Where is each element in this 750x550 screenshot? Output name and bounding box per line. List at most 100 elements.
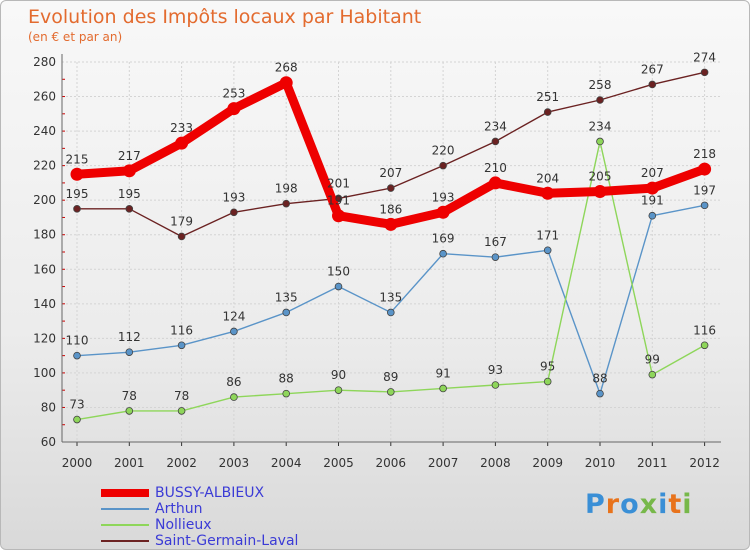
data-point-arthun: [491, 253, 500, 261]
data-label-saint-germain-laval: 198: [275, 182, 298, 196]
x-tick-label: 2006: [376, 456, 407, 470]
data-label-arthun: 171: [536, 228, 559, 242]
data-point-arthun: [282, 308, 291, 317]
data-point-arthun: [596, 389, 604, 398]
y-tick-label: 160: [33, 262, 56, 276]
x-tick-label: 2009: [532, 456, 563, 470]
chart-title: Evolution des Impôts locaux par Habitant: [28, 6, 422, 28]
data-label-saint-germain-laval: 258: [589, 78, 612, 92]
logo-letter: r: [605, 489, 621, 520]
data-point-arthun: [543, 246, 552, 255]
data-label-arthun: 116: [170, 323, 193, 337]
data-point-bussy-albieux: [698, 162, 712, 176]
data-label-bussy-albieux: 186: [379, 202, 402, 216]
data-point-saint-germain-laval: [73, 205, 81, 213]
data-point-saint-germain-laval: [125, 205, 134, 213]
legend-label: Arthun: [155, 501, 203, 517]
legend-label: BUSSY-ALBIEUX: [155, 485, 265, 501]
data-label-nollieux: 78: [174, 389, 189, 403]
logo-letter: t: [668, 489, 683, 520]
x-tick-label: 2007: [428, 456, 459, 470]
logo-letter: o: [620, 489, 640, 520]
data-point-arthun: [334, 282, 343, 291]
data-point-saint-germain-laval: [386, 184, 395, 192]
data-label-bussy-albieux: 210: [484, 161, 507, 175]
data-label-nollieux: 99: [645, 353, 660, 367]
x-tick-label: 2011: [637, 456, 668, 470]
data-labels: 195 195 179 193 198 201 207 220 234 251 258 267 274 1…: [66, 50, 717, 411]
x-tick-label: 2005: [323, 456, 354, 470]
data-label-saint-germain-laval: 179: [170, 214, 193, 228]
legend-label: Saint-Germain-Laval: [155, 533, 299, 549]
data-label-bussy-albieux: 207: [641, 166, 664, 180]
series-layer: [70, 68, 712, 424]
data-point-saint-germain-laval: [282, 199, 291, 208]
data-point-arthun: [700, 201, 709, 210]
data-point-nollieux: [73, 415, 81, 424]
data-label-bussy-albieux: 215: [66, 152, 89, 166]
data-label-saint-germain-laval: 251: [536, 90, 559, 104]
data-point-bussy-albieux: [384, 217, 398, 231]
data-label-arthun: 135: [275, 290, 298, 304]
data-label-arthun: 197: [693, 183, 716, 197]
data-label-arthun: 88: [592, 372, 607, 386]
y-tick-label: 180: [33, 228, 56, 242]
data-label-nollieux: 88: [279, 372, 294, 386]
logo-letter: x: [639, 489, 659, 520]
data-point-nollieux: [648, 370, 657, 379]
data-point-saint-germain-laval: [543, 108, 552, 116]
data-label-nollieux: 116: [693, 323, 716, 337]
data-label-nollieux: 73: [69, 398, 84, 412]
proxiti-logo: Proxiti: [585, 489, 693, 520]
data-point-nollieux: [177, 407, 186, 415]
y-tick-label: 120: [33, 331, 56, 345]
data-point-saint-germain-laval: [491, 137, 500, 146]
data-label-nollieux: 93: [488, 363, 503, 377]
data-label-saint-germain-laval: 220: [432, 144, 455, 158]
data-point-nollieux: [596, 137, 604, 146]
data-point-bussy-albieux: [175, 136, 189, 150]
data-point-nollieux: [125, 407, 134, 415]
data-point-saint-germain-laval: [230, 208, 238, 217]
data-point-nollieux: [700, 341, 709, 350]
y-tick-label: 280: [33, 55, 56, 69]
x-tick-label: 2012: [689, 456, 720, 470]
data-label-saint-germain-laval: 193: [222, 190, 245, 204]
logo-letter: i: [682, 489, 693, 520]
data-label-saint-germain-laval: 195: [118, 187, 141, 201]
data-label-saint-germain-laval: 201: [327, 176, 350, 190]
data-point-nollieux: [543, 377, 552, 386]
data-point-saint-germain-laval: [177, 232, 186, 241]
x-tick-label: 2002: [166, 456, 197, 470]
data-label-arthun: 110: [66, 334, 89, 348]
y-tick-label: 220: [33, 159, 56, 173]
data-point-bussy-albieux: [332, 209, 345, 223]
data-label-nollieux: 234: [589, 119, 612, 133]
data-point-bussy-albieux: [227, 102, 241, 116]
data-label-bussy-albieux: 204: [536, 171, 559, 185]
data-label-arthun: 150: [327, 265, 350, 279]
logo-letter: i: [658, 489, 669, 520]
data-label-bussy-albieux: 191: [327, 194, 350, 208]
data-point-bussy-albieux: [593, 185, 607, 199]
y-tick-label: 100: [33, 366, 56, 380]
legend-swatch: [101, 508, 149, 510]
data-point-saint-germain-laval: [439, 161, 447, 170]
data-label-saint-germain-laval: 274: [693, 50, 716, 64]
y-tick-label: 260: [33, 90, 56, 104]
legend-label: Nollieux: [155, 517, 212, 533]
legend-swatch: [101, 489, 149, 497]
y-tick-label: 80: [41, 400, 56, 414]
data-point-arthun: [125, 348, 134, 356]
y-tick-label: 60: [41, 435, 56, 449]
data-label-nollieux: 91: [435, 366, 450, 380]
data-point-nollieux: [439, 384, 447, 393]
data-point-saint-germain-laval: [700, 68, 709, 77]
data-point-bussy-albieux: [541, 186, 555, 200]
data-label-arthun: 124: [222, 309, 245, 323]
data-label-saint-germain-laval: 234: [484, 119, 507, 133]
axes: 60 80 100 120 140 160 180 200 220 240 260 280 2000 20…: [33, 54, 721, 470]
data-label-arthun: 191: [641, 194, 664, 208]
data-label-saint-germain-laval: 207: [379, 166, 402, 180]
